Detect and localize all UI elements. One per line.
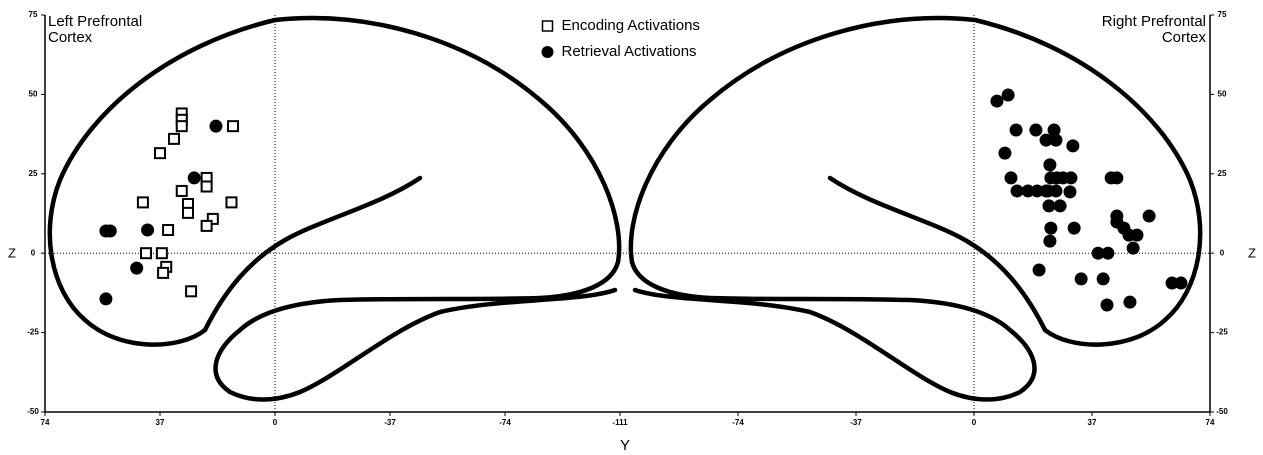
retrieval-point bbox=[998, 147, 1011, 160]
retrieval-point bbox=[1143, 210, 1156, 223]
retrieval-point bbox=[141, 224, 154, 237]
encoding-point bbox=[138, 197, 148, 207]
x-axis-label: Y bbox=[620, 437, 630, 454]
y-tick-label: 50 bbox=[29, 90, 38, 99]
y-tick-label: 25 bbox=[29, 169, 38, 178]
retrieval-point bbox=[99, 292, 112, 305]
encoding-point bbox=[177, 121, 187, 131]
x-tick-label: -74 bbox=[732, 418, 744, 427]
y-tick-label: -50 bbox=[1216, 407, 1228, 416]
y-tick-label: 25 bbox=[1218, 169, 1227, 178]
y-tick-label: 0 bbox=[1220, 248, 1225, 257]
chart: Y Z Z 74 37 0 -37 -74 -111 75 50 25 0 -25 -50 Encodi… bbox=[0, 0, 1263, 455]
retrieval-point bbox=[1066, 139, 1079, 152]
retrieval-point bbox=[1044, 222, 1057, 235]
x-tick-label: -37 bbox=[384, 418, 396, 427]
legend-marker bbox=[542, 46, 554, 58]
retrieval-point bbox=[1004, 171, 1017, 184]
retrieval-point bbox=[130, 262, 143, 275]
retrieval-point bbox=[1110, 171, 1123, 184]
retrieval-point bbox=[1064, 171, 1077, 184]
retrieval-point bbox=[209, 120, 222, 133]
legend-label: Encoding Activations bbox=[562, 17, 700, 34]
retrieval-point bbox=[1042, 199, 1055, 212]
x-tick-label: -74 bbox=[499, 418, 511, 427]
retrieval-point bbox=[990, 95, 1003, 108]
encoding-point bbox=[186, 286, 196, 296]
left-brain-outline bbox=[50, 18, 619, 399]
retrieval-point bbox=[1123, 296, 1136, 309]
encoding-point bbox=[141, 248, 151, 258]
encoding-point bbox=[169, 134, 179, 144]
x-tick-label: 37 bbox=[156, 418, 165, 427]
y-tick-label: 0 bbox=[31, 248, 36, 257]
encoding-point bbox=[157, 248, 167, 258]
y-tick-label: -25 bbox=[1216, 328, 1228, 337]
retrieval-point bbox=[1043, 235, 1056, 248]
retrieval-point bbox=[1130, 229, 1143, 242]
figure: Y Z Z 74 37 0 -37 -74 -111 75 50 25 0 -25 -50 Encodi… bbox=[0, 0, 1263, 455]
legend-marker bbox=[543, 21, 553, 31]
y-axis-label: Z bbox=[1248, 245, 1256, 260]
x-tick-label: 37 bbox=[1088, 418, 1097, 427]
x-tick-label: 0 bbox=[273, 418, 278, 427]
y-tick-label: 75 bbox=[1218, 10, 1227, 19]
encoding-point bbox=[202, 182, 212, 192]
x-tick-label: 74 bbox=[41, 418, 50, 427]
retrieval-point bbox=[1029, 123, 1042, 136]
retrieval-point bbox=[1174, 277, 1187, 290]
y-tick-label: 50 bbox=[1218, 90, 1227, 99]
legend-label: Retrieval Activations bbox=[562, 43, 697, 60]
retrieval-point bbox=[1033, 264, 1046, 277]
retrieval-point bbox=[1049, 184, 1062, 197]
encoding-point bbox=[177, 186, 187, 196]
retrieval-point bbox=[1054, 199, 1067, 212]
brain-outlines bbox=[50, 18, 1200, 399]
y-axis-label: Z bbox=[8, 245, 16, 260]
retrieval-point bbox=[1075, 272, 1088, 285]
y-tick-label: -25 bbox=[27, 328, 39, 337]
retrieval-point bbox=[188, 171, 201, 184]
right-fissure bbox=[830, 178, 1045, 330]
retrieval-point bbox=[1101, 247, 1114, 260]
x-tick-label: 74 bbox=[1206, 418, 1215, 427]
encoding-point bbox=[202, 221, 212, 231]
retrieval-point bbox=[1100, 298, 1113, 311]
encoding-point bbox=[163, 225, 173, 235]
encoding-point bbox=[158, 268, 168, 278]
y-tick-label: 75 bbox=[29, 10, 38, 19]
retrieval-point bbox=[104, 224, 117, 237]
retrieval-point bbox=[1043, 158, 1056, 171]
retrieval-point bbox=[1002, 89, 1015, 102]
retrieval-point bbox=[1097, 272, 1110, 285]
encoding-point bbox=[226, 197, 236, 207]
x-tick-label: 0 bbox=[972, 418, 977, 427]
chart-title: Right Prefrontal Cortex bbox=[1086, 14, 1206, 46]
retrieval-point bbox=[1040, 134, 1053, 147]
encoding-point bbox=[228, 121, 238, 131]
encoding-point bbox=[155, 148, 165, 158]
encoding-point bbox=[183, 208, 193, 218]
right-brain-outline bbox=[631, 18, 1200, 399]
x-tick-label: -111 bbox=[612, 418, 628, 427]
retrieval-point bbox=[1068, 222, 1081, 235]
retrieval-point bbox=[1127, 242, 1140, 255]
y-tick-label: -50 bbox=[27, 407, 39, 416]
chart-title: Left Prefrontal Cortex bbox=[48, 14, 168, 46]
x-tick-label: -37 bbox=[850, 418, 862, 427]
retrieval-point bbox=[1010, 123, 1023, 136]
retrieval-point bbox=[1063, 185, 1076, 198]
